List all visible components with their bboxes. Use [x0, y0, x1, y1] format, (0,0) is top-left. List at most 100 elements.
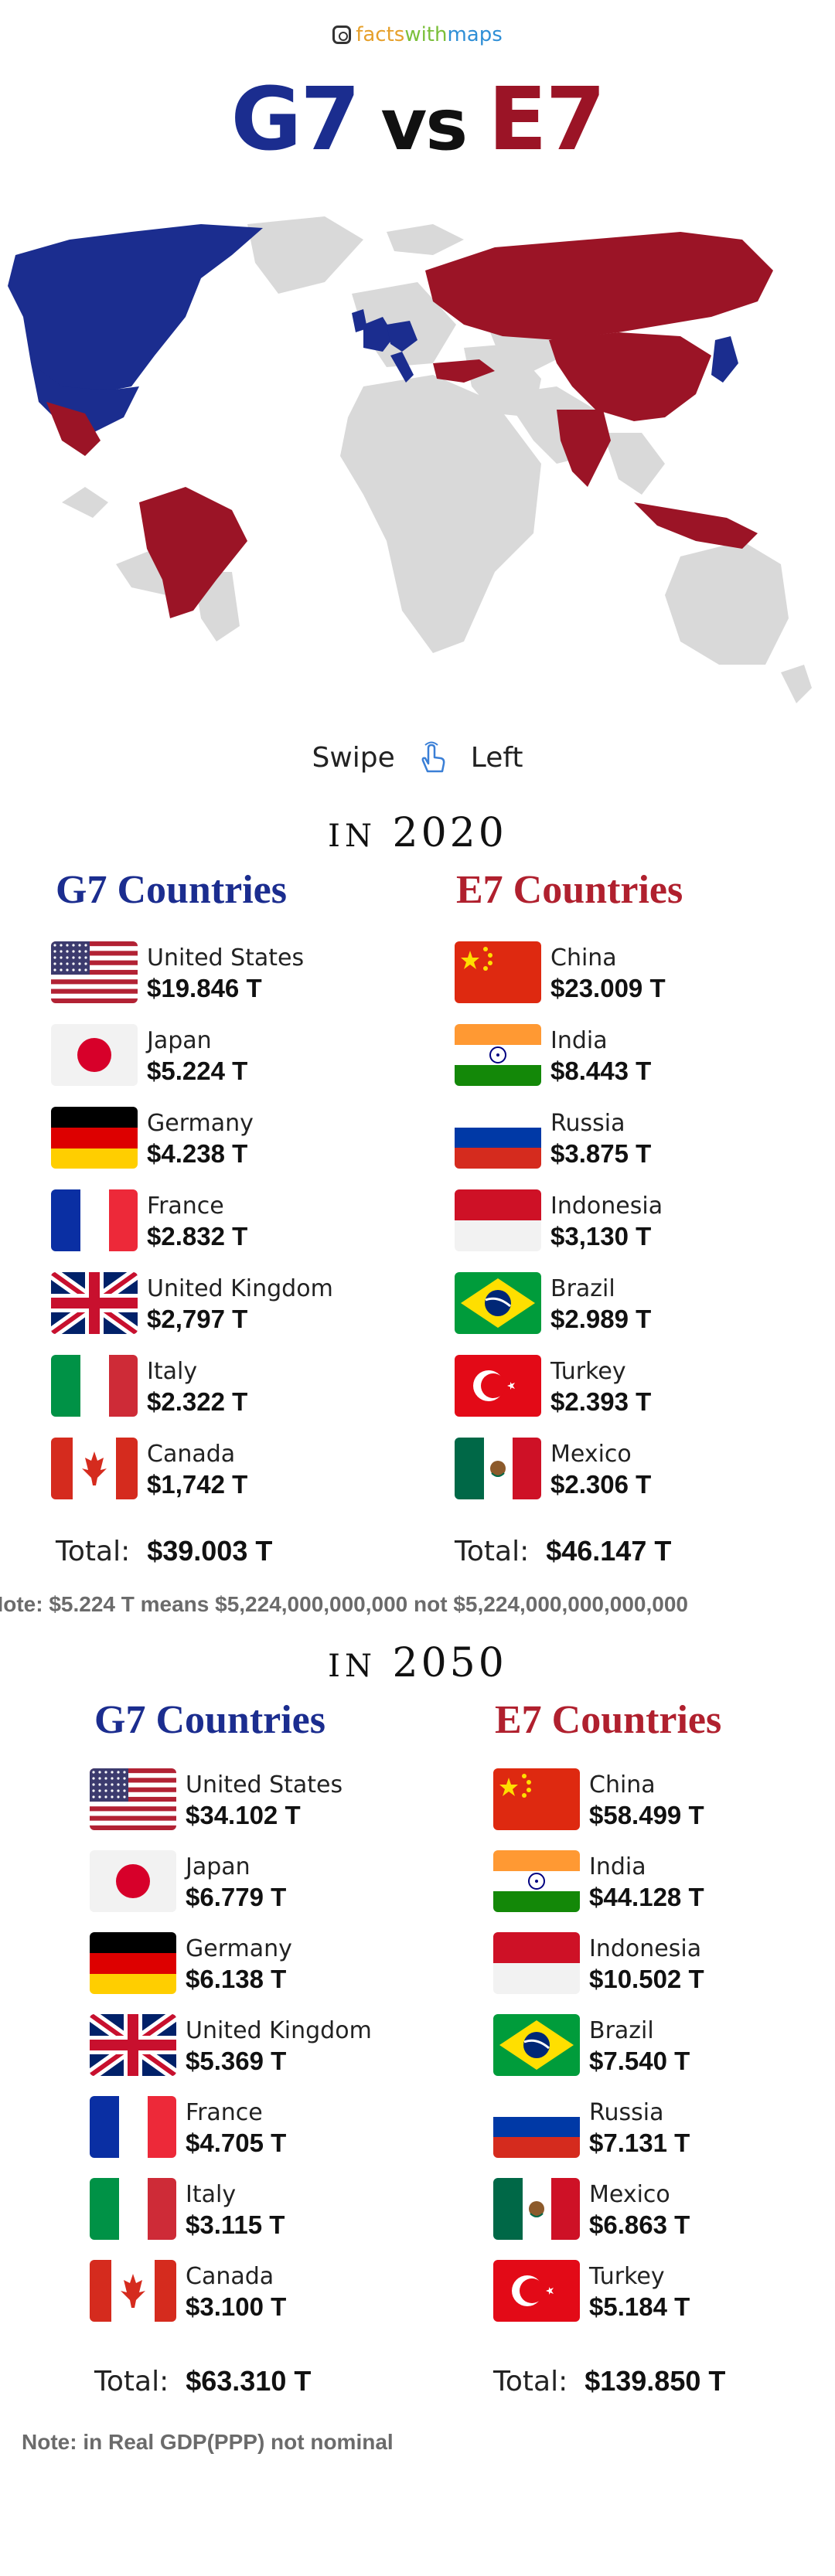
flag-in-icon [493, 1850, 580, 1912]
country-name: Germany [147, 1110, 254, 1137]
flag-ru-icon [455, 1107, 541, 1169]
flag-tr-icon [455, 1355, 541, 1417]
flag-ca-icon [90, 2260, 176, 2322]
flag-in-icon [455, 1024, 541, 1086]
country-row: Germany $6.138 T [90, 1932, 430, 1997]
year-2020-heading: IN 2020 [0, 810, 835, 856]
swipe-direction-text: Left [470, 742, 523, 774]
country-gdp-value: $7.540 T [589, 2047, 690, 2075]
flag-de-icon [90, 1932, 176, 1994]
country-row: India $8.443 T [455, 1024, 795, 1089]
country-row: United Kingdom $5.369 T [90, 2014, 430, 2079]
country-name: Russia [589, 2099, 664, 2126]
country-gdp-value: $6.138 T [186, 1965, 287, 1993]
country-row: United States $34.102 T [90, 1768, 430, 1833]
country-row: Italy $3.115 T [90, 2178, 430, 2243]
flag-de-icon [51, 1107, 138, 1169]
flag-it-icon [51, 1355, 138, 1417]
country-name: India [589, 1853, 646, 1880]
country-name: India [550, 1027, 608, 1054]
e7-column-title-2050: E7 Countries [495, 1698, 722, 1742]
country-name: China [589, 1771, 656, 1798]
country-name: United Kingdom [186, 2017, 372, 2044]
country-gdp-value: $4.705 T [186, 2129, 287, 2157]
brand-handle: factswithmaps [0, 23, 835, 46]
country-name: Italy [186, 2181, 237, 2208]
brand-part-with: with [404, 23, 448, 46]
g7-column-title-2020: G7 Countries [56, 868, 287, 912]
e7-total-2020: Total: $46.147 T [455, 1535, 672, 1567]
country-gdp-value: $3,130 T [550, 1222, 652, 1251]
country-gdp-value: $2.393 T [550, 1387, 652, 1416]
flag-gb-icon [90, 2014, 176, 2076]
note-units: Note: $5.224 T means $5,224,000,000,000 … [0, 1592, 688, 1616]
country-row: Indonesia $10.502 T [493, 1932, 833, 1997]
country-gdp-value: $23.009 T [550, 974, 666, 1002]
country-row: Canada $1,742 T [51, 1438, 391, 1502]
country-row: United Kingdom $2,797 T [51, 1272, 391, 1337]
country-row: Japan $5.224 T [51, 1024, 391, 1089]
g7-column-title-2050: G7 Countries [94, 1698, 325, 1742]
country-gdp-value: $3.115 T [186, 2210, 285, 2239]
country-row: China $58.499 T [493, 1768, 833, 1833]
country-name: France [186, 2099, 263, 2126]
flag-ca-icon [51, 1438, 138, 1499]
country-name: France [147, 1193, 224, 1220]
country-row: Brazil $7.540 T [493, 2014, 833, 2079]
world-map [8, 216, 812, 703]
country-name: Mexico [589, 2181, 670, 2208]
country-gdp-value: $10.502 T [589, 1965, 704, 1993]
hand-tap-icon [421, 741, 445, 773]
country-gdp-value: $6.863 T [589, 2210, 690, 2239]
flag-it-icon [90, 2178, 176, 2240]
country-gdp-value: $5.224 T [147, 1057, 248, 1085]
flag-br-icon [493, 2014, 580, 2076]
country-name: United States [186, 1771, 343, 1798]
country-row: Japan $6.779 T [90, 1850, 430, 1915]
country-row: France $2.832 T [51, 1189, 391, 1254]
country-gdp-value: $2.989 T [550, 1305, 652, 1333]
flag-tr-icon [493, 2260, 580, 2322]
year-prefix: IN [328, 1649, 377, 1684]
country-name: Canada [147, 1441, 236, 1468]
country-row: Turkey $2.393 T [455, 1355, 795, 1420]
swipe-hint: Swipe Left [0, 740, 835, 776]
country-row: France $4.705 T [90, 2096, 430, 2161]
country-name: Japan [186, 1853, 250, 1880]
title-g7: G7 [230, 70, 360, 170]
country-name: Indonesia [550, 1193, 663, 1220]
country-row: Canada $3.100 T [90, 2260, 430, 2325]
country-name: United Kingdom [147, 1275, 333, 1302]
flag-us-icon [51, 941, 138, 1003]
page-title: G7 vs E7 [0, 70, 835, 170]
country-gdp-value: $6.779 T [186, 1883, 287, 1911]
flag-gb-icon [51, 1272, 138, 1334]
country-gdp-value: $34.102 T [186, 1801, 301, 1829]
country-name: Indonesia [589, 1935, 702, 1962]
country-row: India $44.128 T [493, 1850, 833, 1915]
country-gdp-value: $3.100 T [186, 2292, 287, 2321]
flag-id-icon [493, 1932, 580, 1994]
e7-total-2050: Total: $139.850 T [493, 2365, 726, 2397]
title-e7: E7 [488, 70, 605, 170]
flag-jp-icon [90, 1850, 176, 1912]
country-name: United States [147, 944, 305, 972]
country-gdp-value: $7.131 T [589, 2129, 690, 2157]
instagram-icon [332, 26, 352, 44]
map-e7-countries [46, 232, 773, 618]
flag-ru-icon [493, 2096, 580, 2158]
flag-id-icon [455, 1189, 541, 1251]
country-row: Italy $2.322 T [51, 1355, 391, 1420]
title-vs: vs [380, 83, 468, 166]
brand-part-maps: maps [447, 23, 503, 46]
country-row: Mexico $2.306 T [455, 1438, 795, 1502]
country-row: China $23.009 T [455, 941, 795, 1006]
country-gdp-value: $1,742 T [147, 1470, 248, 1499]
country-name: Canada [186, 2263, 274, 2290]
country-name: Turkey [589, 2263, 665, 2290]
country-name: Japan [147, 1027, 212, 1054]
country-row: Turkey $5.184 T [493, 2260, 833, 2325]
year-value: 2020 [392, 810, 507, 856]
e7-column-title-2020: E7 Countries [456, 868, 683, 912]
country-name: Italy [147, 1358, 198, 1385]
